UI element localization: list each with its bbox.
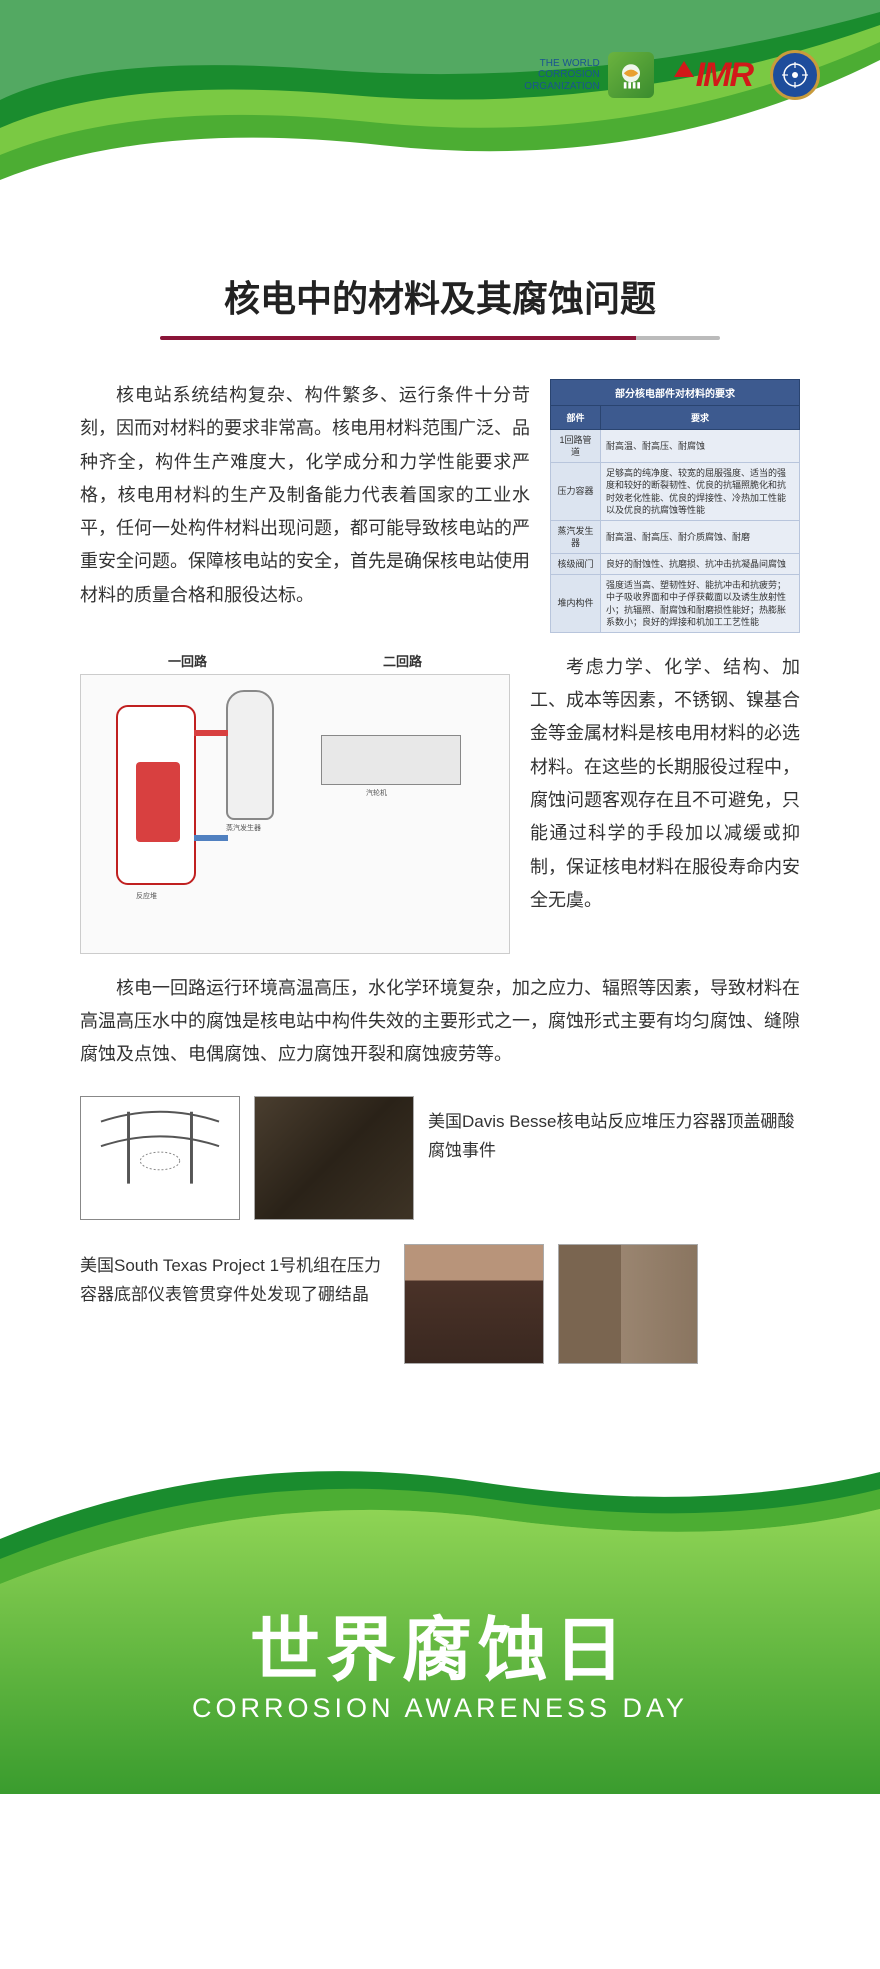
dlabel-reactor: 反应堆 bbox=[136, 893, 157, 901]
row-1: 核电站系统结构复杂、构件繁多、运行条件十分苛刻，因而对材料的要求非常高。核电用材… bbox=[80, 379, 800, 633]
reactor-vessel-icon bbox=[116, 705, 196, 885]
wco-line-2: CORROSION bbox=[524, 69, 599, 81]
wco-badge-icon bbox=[608, 52, 654, 98]
header-curve bbox=[0, 0, 880, 220]
paragraph-2: 考虑力学、化学、结构、加工、成本等因素，不锈钢、镍基合金等金属材料是核电用材料的… bbox=[530, 651, 800, 954]
content-area: 核电中的材料及其腐蚀问题 核电站系统结构复杂、构件繁多、运行条件十分苛刻，因而对… bbox=[0, 220, 880, 1434]
table-cell-part: 蒸汽发生器 bbox=[551, 520, 601, 553]
table-cell-part: 1回路管道 bbox=[551, 430, 601, 463]
circle-logo bbox=[770, 50, 820, 100]
requirements-table: 部分核电部件对材料的要求 部件 要求 1回路管道耐高温、耐高压、耐腐蚀压力容器足… bbox=[550, 379, 800, 633]
cold-leg-pipe bbox=[194, 835, 228, 841]
table-row: 压力容器足够高的纯净度、较宽的屈服强度、适当的强度和较好的断裂韧性、优良的抗辐照… bbox=[551, 463, 800, 521]
table-cell-req: 耐高温、耐高压、耐腐蚀 bbox=[601, 430, 800, 463]
case-study-2: 美国South Texas Project 1号机组在压力容器底部仪表管贯穿件处… bbox=[80, 1244, 800, 1364]
wco-logo: THE WORLD CORROSION ORGANIZATION bbox=[524, 52, 653, 98]
case1-photo-image bbox=[254, 1096, 414, 1220]
turbine-icon bbox=[321, 735, 461, 785]
row-2: 一回路 二回路 反应堆 蒸汽发生器 汽轮机 考虑力学、化学、结构、加工、成本等因… bbox=[80, 651, 800, 954]
case1-sketch-image bbox=[80, 1096, 240, 1220]
reactor-diagram: 反应堆 蒸汽发生器 汽轮机 bbox=[80, 674, 510, 954]
logo-bar: THE WORLD CORROSION ORGANIZATION IMR bbox=[524, 50, 820, 100]
paragraph-1: 核电站系统结构复杂、构件繁多、运行条件十分苛刻，因而对材料的要求非常高。核电用材… bbox=[80, 379, 530, 633]
table-cell-part: 核级阀门 bbox=[551, 554, 601, 575]
table-title: 部分核电部件对材料的要求 bbox=[551, 380, 800, 406]
table-header-part: 部件 bbox=[551, 406, 601, 430]
table-row: 堆内构件强度适当高、塑韧性好、能抗冲击和抗疲劳；中子吸收界面和中子俘获截面以及诱… bbox=[551, 575, 800, 633]
imr-triangle-icon bbox=[672, 57, 696, 93]
case2-photo-2 bbox=[558, 1244, 698, 1364]
case2-photo-1 bbox=[404, 1244, 544, 1364]
table-cell-part: 堆内构件 bbox=[551, 575, 601, 633]
imr-text: IMR bbox=[696, 56, 752, 95]
main-title: 核电中的材料及其腐蚀问题 bbox=[80, 270, 800, 322]
title-underline bbox=[80, 336, 800, 344]
dlabel-turbine: 汽轮机 bbox=[366, 790, 387, 798]
footer-text: 世界腐蚀日 CORROSION AWARENESS DAY bbox=[0, 1615, 880, 1724]
loop2-label: 二回路 bbox=[383, 651, 422, 670]
reactor-diagram-box: 一回路 二回路 反应堆 蒸汽发生器 汽轮机 bbox=[80, 651, 510, 954]
table-cell-req: 足够高的纯净度、较宽的屈服强度、适当的强度和较好的断裂韧性、优良的抗辐照脆化和抗… bbox=[601, 463, 800, 521]
case-study-1: 美国Davis Besse核电站反应堆压力容器顶盖硼酸腐蚀事件 bbox=[80, 1096, 800, 1220]
loop1-label: 一回路 bbox=[168, 651, 207, 670]
wco-line-3: ORGANIZATION bbox=[524, 81, 599, 93]
table-cell-req: 良好的耐蚀性、抗磨损、抗冲击抗凝晶间腐蚀 bbox=[601, 554, 800, 575]
footer-title-en: CORROSION AWARENESS DAY bbox=[0, 1693, 880, 1724]
table-cell-part: 压力容器 bbox=[551, 463, 601, 521]
paragraph-3: 核电一回路运行环境高温高压，水化学环境复杂，加之应力、辐照等因素，导致材料在高温… bbox=[80, 972, 800, 1072]
wco-text: THE WORLD CORROSION ORGANIZATION bbox=[524, 58, 599, 93]
table-cell-req: 耐高温、耐高压、耐介质腐蚀、耐磨 bbox=[601, 520, 800, 553]
case1-text: 美国Davis Besse核电站反应堆压力容器顶盖硼酸腐蚀事件 bbox=[428, 1096, 800, 1166]
poster-root: THE WORLD CORROSION ORGANIZATION IMR 核电中… bbox=[0, 0, 880, 1794]
dlabel-sg: 蒸汽发生器 bbox=[226, 825, 261, 833]
imr-logo: IMR bbox=[672, 56, 752, 95]
table-row: 1回路管道耐高温、耐高压、耐腐蚀 bbox=[551, 430, 800, 463]
table-row: 核级阀门良好的耐蚀性、抗磨损、抗冲击抗凝晶间腐蚀 bbox=[551, 554, 800, 575]
wco-line-1: THE WORLD bbox=[524, 58, 599, 70]
table-cell-req: 强度适当高、塑韧性好、能抗冲击和抗疲劳；中子吸收界面和中子俘获截面以及诱生放射性… bbox=[601, 575, 800, 633]
steam-generator-icon bbox=[226, 690, 274, 820]
table-row: 蒸汽发生器耐高温、耐高压、耐介质腐蚀、耐磨 bbox=[551, 520, 800, 553]
case2-text: 美国South Texas Project 1号机组在压力容器底部仪表管贯穿件处… bbox=[80, 1244, 390, 1310]
header: THE WORLD CORROSION ORGANIZATION IMR bbox=[0, 0, 880, 220]
diagram-loop-labels: 一回路 二回路 bbox=[80, 651, 510, 670]
footer: 世界腐蚀日 CORROSION AWARENESS DAY bbox=[0, 1434, 880, 1794]
footer-title-zh: 世界腐蚀日 bbox=[0, 1615, 880, 1685]
table-header-req: 要求 bbox=[601, 406, 800, 430]
hot-leg-pipe bbox=[194, 730, 228, 736]
